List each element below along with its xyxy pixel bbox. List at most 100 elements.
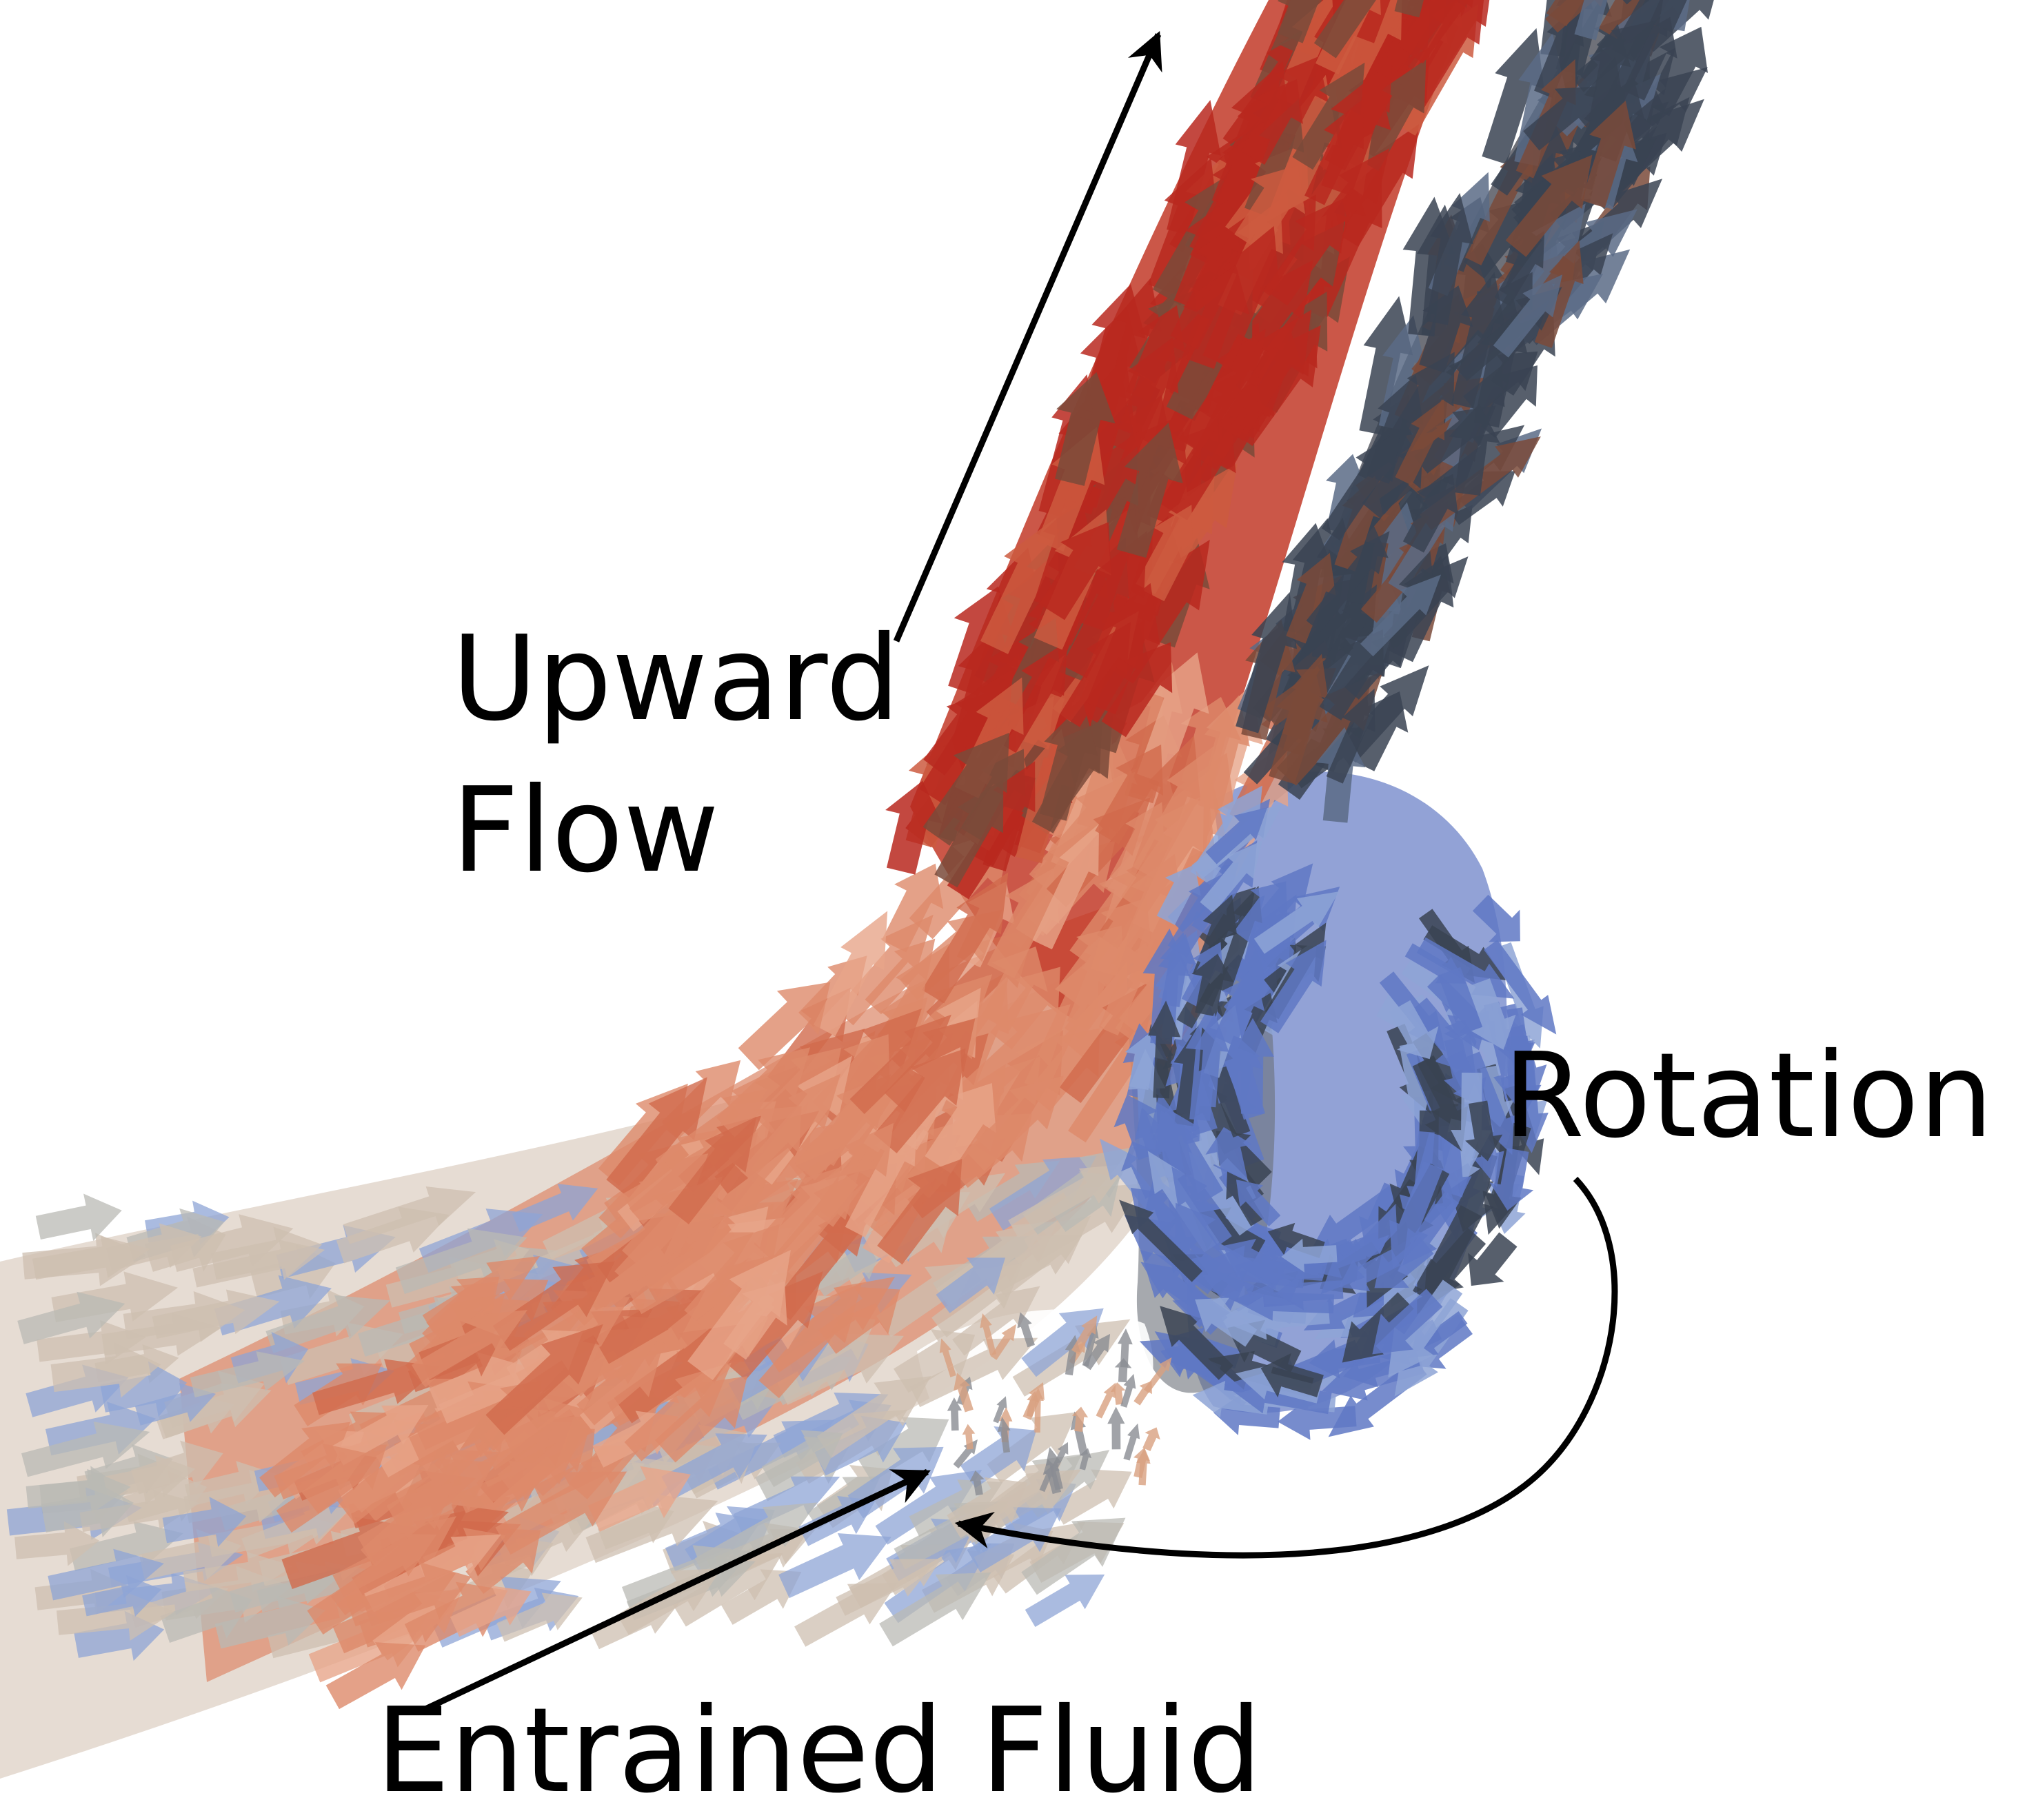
velocity-arrow <box>967 1507 1062 1573</box>
velocity-arrow <box>865 938 936 1015</box>
velocity-arrow <box>960 1426 1037 1488</box>
velocity-arrow <box>170 1214 294 1273</box>
velocity-arrow <box>1574 0 1626 41</box>
velocity-arrow <box>1321 429 1401 540</box>
velocity-arrow <box>457 1460 554 1513</box>
velocity-arrow <box>761 1430 843 1488</box>
velocity-arrow <box>1096 1382 1116 1419</box>
velocity-arrow <box>616 1568 722 1635</box>
velocity-arrow <box>990 1324 1016 1360</box>
velocity-arrow <box>1234 165 1306 252</box>
velocity-arrow <box>1468 1232 1518 1286</box>
velocity-arrow <box>1132 745 1216 879</box>
velocity-arrow <box>1598 0 1682 42</box>
velocity-arrow <box>1402 474 1458 553</box>
velocity-arrow <box>776 1333 904 1405</box>
velocity-arrow <box>967 1160 1060 1222</box>
velocity-arrow <box>361 1562 472 1626</box>
velocity-arrow <box>1307 1186 1402 1257</box>
velocity-arrow <box>980 1313 997 1356</box>
velocity-arrow <box>395 1228 527 1294</box>
velocity-arrow <box>21 1422 150 1477</box>
velocity-arrow <box>1062 531 1147 678</box>
velocity-arrow <box>360 1482 454 1567</box>
velocity-arrow <box>1071 1315 1098 1355</box>
velocity-arrow <box>849 1014 951 1115</box>
velocity-arrow <box>1111 337 1179 456</box>
velocity-arrow <box>1467 978 1516 1050</box>
velocity-arrow <box>1219 310 1312 441</box>
velocity-arrow <box>1136 505 1193 595</box>
velocity-arrow <box>1025 1574 1105 1627</box>
velocity-arrow <box>876 1262 977 1337</box>
velocity-arrow <box>312 1359 441 1415</box>
velocity-arrow <box>1205 1126 1252 1186</box>
velocity-arrow <box>1372 1288 1443 1355</box>
velocity-arrow <box>1082 898 1151 985</box>
velocity-arrow <box>1278 0 1344 43</box>
velocity-arrow <box>1021 1517 1126 1595</box>
velocity-arrow <box>1493 274 1562 358</box>
velocity-arrow <box>812 1244 883 1297</box>
velocity-arrow <box>332 1405 429 1466</box>
velocity-arrow <box>1118 1328 1133 1368</box>
velocity-arrow <box>1260 940 1327 1033</box>
velocity-arrow <box>1534 240 1584 348</box>
velocity-arrow <box>694 1502 818 1579</box>
velocity-arrow <box>1070 1411 1088 1456</box>
velocity-arrow <box>836 1559 938 1616</box>
velocity-arrow <box>343 1186 476 1244</box>
velocity-arrow <box>835 914 934 1026</box>
velocity-arrow <box>332 1533 437 1597</box>
velocity-arrow <box>336 1206 450 1264</box>
velocity-arrow <box>1360 574 1442 657</box>
velocity-arrow <box>1465 1100 1503 1162</box>
velocity-arrow <box>1233 881 1288 945</box>
velocity-arrow <box>1388 1280 1463 1378</box>
velocity-glyphs <box>6 0 1722 1710</box>
velocity-arrow <box>426 1276 500 1343</box>
velocity-arrow <box>1253 891 1340 954</box>
velocity-arrow <box>1240 79 1303 165</box>
velocity-arrow <box>1195 1297 1258 1347</box>
velocity-arrow <box>997 1417 1011 1453</box>
velocity-arrow <box>1276 671 1383 786</box>
velocity-arrow <box>214 1596 326 1649</box>
velocity-arrow <box>1320 1204 1410 1295</box>
velocity-arrow <box>716 1047 811 1138</box>
velocity-arrow <box>984 1235 1082 1295</box>
velocity-arrow <box>687 1250 791 1381</box>
velocity-arrow <box>190 1351 305 1398</box>
upward-flow-label-line2: Flow <box>452 762 720 899</box>
velocity-arrow <box>812 1122 894 1227</box>
velocity-arrow <box>1205 807 1268 865</box>
velocity-arrow <box>17 1291 125 1344</box>
velocity-arrow <box>885 780 943 875</box>
velocity-arrow <box>1123 1423 1140 1461</box>
velocity-arrow <box>1395 399 1444 485</box>
velocity-arrow <box>70 1521 183 1572</box>
velocity-arrow <box>1125 1033 1165 1091</box>
velocity-arrow <box>936 1257 1005 1313</box>
velocity-arrow <box>923 732 1009 846</box>
velocity-arrow <box>1489 1148 1534 1211</box>
velocity-arrow <box>934 779 1004 888</box>
velocity-arrow <box>1359 296 1413 436</box>
velocity-arrow <box>1449 403 1500 496</box>
velocity-arrow <box>965 1075 1064 1171</box>
rotation-label: Rotation <box>1503 1028 1993 1164</box>
velocity-arrow <box>606 1077 707 1198</box>
velocity-arrow <box>952 1286 1040 1356</box>
velocity-arrow <box>1482 28 1544 165</box>
velocity-arrow <box>1142 928 1191 1045</box>
velocity-arrow <box>1426 192 1473 325</box>
velocity-arrow <box>192 1240 325 1288</box>
velocity-arrow <box>874 1048 966 1153</box>
velocity-arrow <box>496 1593 583 1642</box>
velocity-arrow <box>1533 3 1584 99</box>
velocity-arrow <box>50 1342 161 1398</box>
velocity-arrow <box>576 1350 662 1426</box>
velocity-arrow <box>969 1470 985 1496</box>
velocity-arrow <box>980 517 1060 654</box>
velocity-arrow <box>1481 272 1533 347</box>
